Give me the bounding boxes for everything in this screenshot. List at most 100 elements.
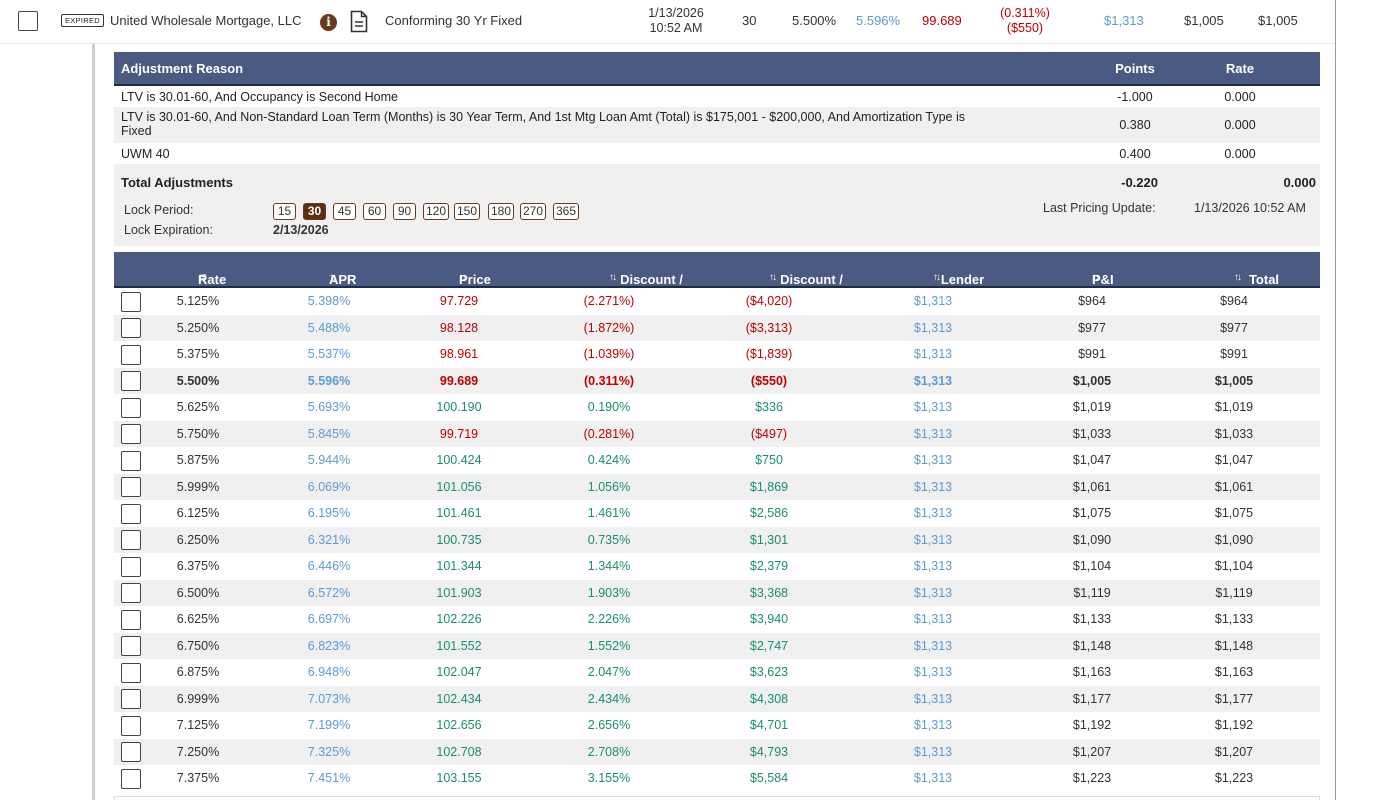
lender-fees-cell[interactable]: $1,313: [913, 532, 953, 547]
lender-fees-cell[interactable]: $1,313: [913, 320, 953, 335]
lender-fees-cell[interactable]: $1,313: [913, 453, 953, 467]
rate-select-checkbox[interactable]: [121, 530, 141, 550]
lender-fees-cell[interactable]: $1,313: [913, 559, 953, 573]
rate-table-row[interactable]: 6.750% 6.823% 101.552 1.552% $2,747 $1,313 $1,…: [114, 632, 1320, 659]
rate-select-checkbox[interactable]: [121, 583, 141, 603]
pi-cell: $991: [1078, 347, 1106, 361]
lender-fees-cell[interactable]: $1,313: [913, 744, 953, 759]
rate-select-checkbox[interactable]: [121, 371, 141, 391]
lock-period-90[interactable]: 90: [393, 203, 416, 220]
rate-select-checkbox[interactable]: [121, 503, 141, 524]
rate-select-checkbox[interactable]: [121, 477, 141, 497]
rate-select-checkbox[interactable]: [121, 742, 141, 762]
rate-select-checkbox[interactable]: [121, 636, 141, 656]
apr-cell: 6.572%: [307, 585, 351, 600]
lender-fees-cell[interactable]: $1,313: [913, 691, 953, 706]
product-price: 99.689: [922, 13, 962, 28]
lender-fees-cell[interactable]: $1,313: [913, 373, 953, 388]
lender-fees-cell[interactable]: $1,313: [913, 665, 953, 679]
rate-table-row[interactable]: 5.250% 5.488% 98.128 (1.872%) ($3,313) $1,313…: [114, 314, 1320, 341]
rate-select-checkbox[interactable]: [121, 397, 141, 418]
rate-table-row[interactable]: 6.375% 6.446% 101.344 1.344% $2,379 $1,313 $1,…: [114, 553, 1320, 580]
product-select-checkbox[interactable]: [18, 11, 38, 31]
rate-table-row[interactable]: 6.500% 6.572% 101.903 1.903% $3,368 $1,313 $1,…: [114, 579, 1320, 606]
lender-fees-cell[interactable]: $1,313: [913, 506, 953, 520]
rate-table-row[interactable]: 5.500% 5.596% 99.689 (0.311%) ($550) $1,313 $1…: [114, 367, 1320, 394]
rate-table-row[interactable]: 5.750% 5.845% 99.719 (0.281%) ($497) $1,313 $1…: [114, 420, 1320, 447]
lender-fees-cell[interactable]: $1,313: [913, 479, 953, 494]
rate-table-row[interactable]: 6.999% 7.073% 102.434 2.434% $4,308 $1,313 $1,…: [114, 685, 1320, 712]
lock-period-150[interactable]: 150: [454, 203, 480, 220]
lender-fees-cell[interactable]: $1,313: [913, 426, 953, 441]
points-header: Points: [1115, 61, 1155, 76]
apr-cell: 5.693%: [307, 400, 351, 414]
rate-select-checkbox[interactable]: [121, 424, 141, 444]
product-row[interactable]: EXPIRED United Wholesale Mortgage, LLC i…: [0, 0, 1336, 44]
lender-fees-cell[interactable]: $1,313: [913, 400, 953, 414]
lock-period-15[interactable]: 15: [273, 203, 296, 220]
rate-select-checkbox[interactable]: [121, 344, 141, 365]
rate-select-checkbox[interactable]: [121, 450, 141, 471]
rate-select-checkbox[interactable]: [121, 556, 141, 577]
lock-period-30[interactable]: 30: [303, 203, 326, 220]
expired-badge: EXPIRED: [61, 14, 105, 27]
discount-pct-cell: 2.656%: [587, 718, 631, 732]
rate-select-checkbox[interactable]: [121, 318, 141, 338]
rate-table-row[interactable]: 5.999% 6.069% 101.056 1.056% $1,869 $1,313 $1,…: [114, 473, 1320, 500]
lock-period-180[interactable]: 180: [488, 203, 514, 220]
rate-select-checkbox[interactable]: [121, 715, 141, 736]
rate-table-row[interactable]: 5.125% 5.398% 97.729 (2.271%) ($4,020) $1,313…: [114, 288, 1320, 315]
lock-period-45[interactable]: 45: [333, 203, 356, 220]
lender-fees-cell[interactable]: $1,313: [913, 638, 953, 653]
rate-select-checkbox[interactable]: [121, 291, 141, 312]
adjustment-rate: 0.000: [1224, 118, 1256, 132]
rate-select-checkbox[interactable]: [121, 689, 141, 709]
apr-cell: 5.596%: [307, 373, 351, 388]
price-cell: 101.552: [436, 638, 482, 653]
rate-select-checkbox[interactable]: [121, 662, 141, 683]
total-adjustments-label: Total Adjustments: [121, 175, 233, 190]
pi-cell: $964: [1078, 294, 1106, 308]
rate-cell: 7.375%: [176, 771, 220, 785]
rate-table-row[interactable]: 6.875% 6.948% 102.047 2.047% $3,623 $1,313 $1,…: [114, 659, 1320, 686]
lender-fees-cell[interactable]: $1,313: [913, 718, 953, 732]
product-timestamp: 1/13/2026 10:52 AM: [640, 6, 712, 36]
lock-period-120[interactable]: 120: [423, 203, 449, 220]
lock-period-365[interactable]: 365: [553, 203, 579, 220]
product-lender-fees[interactable]: $1,313: [1104, 13, 1144, 28]
product-date: 1/13/2026: [648, 6, 704, 20]
rate-table-row[interactable]: 7.375% 7.451% 103.155 3.155% $5,584 $1,313 $1,…: [114, 765, 1320, 792]
product-discount: (0.311%) ($550): [990, 6, 1060, 36]
rate-table-row[interactable]: 5.875% 5.944% 100.424 0.424% $750 $1,313 $1,04…: [114, 447, 1320, 474]
lock-period-60[interactable]: 60: [363, 203, 386, 220]
rate-table-row[interactable]: 5.375% 5.537% 98.961 (1.039%) ($1,839) $1,313…: [114, 341, 1320, 368]
adjustment-row: UWM 40 0.400 0.000: [114, 143, 1320, 164]
rate-select-checkbox[interactable]: [121, 768, 141, 789]
lender-fees-cell[interactable]: $1,313: [913, 347, 953, 361]
price-cell: 100.424: [436, 453, 482, 467]
product-term: 30: [742, 13, 757, 28]
document-icon[interactable]: [350, 10, 368, 36]
lender-fees-cell[interactable]: $1,313: [913, 294, 953, 308]
product-discount-amt: ($550): [1006, 21, 1044, 35]
pi-cell: $1,005: [1072, 373, 1112, 388]
product-rate: 5.500%: [792, 13, 837, 28]
rate-table-row[interactable]: 6.125% 6.195% 101.461 1.461% $2,586 $1,313 $1,…: [114, 500, 1320, 527]
lender-fees-cell[interactable]: $1,313: [913, 585, 953, 600]
info-icon[interactable]: i: [320, 14, 337, 31]
rate-table-row[interactable]: 7.125% 7.199% 102.656 2.656% $4,701 $1,313 $1,…: [114, 712, 1320, 739]
lender-fees-cell[interactable]: $1,313: [913, 771, 953, 785]
price-cell: 101.056: [436, 479, 482, 494]
rate-table-row[interactable]: 6.250% 6.321% 100.735 0.735% $1,301 $1,313 $1,…: [114, 526, 1320, 553]
lock-period-270[interactable]: 270: [520, 203, 546, 220]
adjustments-header: Adjustment Reason Points Rate: [114, 52, 1320, 86]
rate-table-row[interactable]: 7.250% 7.325% 102.708 2.708% $4,793 $1,313 $1,…: [114, 738, 1320, 765]
total-payment-cell: $1,133: [1214, 612, 1254, 626]
rate-table-row[interactable]: 6.625% 6.697% 102.226 2.226% $3,940 $1,313 $1,…: [114, 606, 1320, 633]
sort-icon: ↑≡: [198, 272, 207, 283]
rate-select-checkbox[interactable]: [121, 609, 141, 630]
rate-table-row[interactable]: 5.625% 5.693% 100.190 0.190% $336 $1,313 $1,01…: [114, 394, 1320, 421]
total-payment-cell: $1,207: [1214, 744, 1254, 759]
lender-fees-cell[interactable]: $1,313: [913, 612, 953, 626]
sort-icon: ↑↓: [769, 272, 777, 283]
